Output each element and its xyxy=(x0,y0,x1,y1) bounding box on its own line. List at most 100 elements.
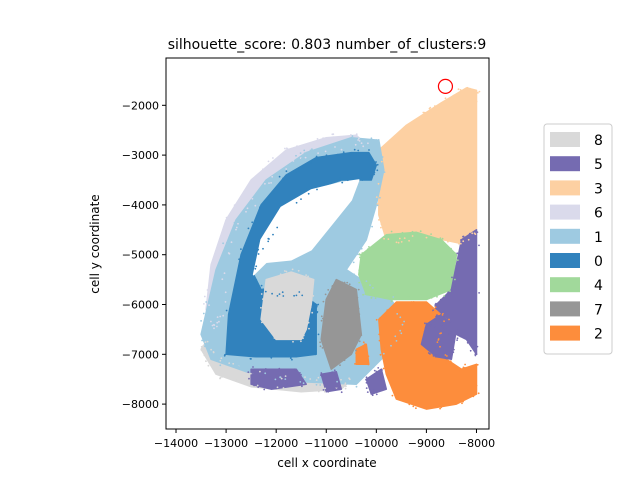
scatter-point xyxy=(443,320,445,323)
scatter-point xyxy=(412,405,415,408)
scatter-point xyxy=(446,355,448,357)
scatter-point xyxy=(211,324,214,327)
scatter-point xyxy=(358,253,361,256)
scatter-point xyxy=(304,327,307,330)
scatter-point xyxy=(355,133,358,136)
scatter-point xyxy=(238,258,241,261)
scatter-point xyxy=(367,142,369,145)
scatter-point xyxy=(291,337,294,340)
scatter-point xyxy=(432,319,435,322)
scatter-point xyxy=(276,295,279,297)
scatter-point xyxy=(203,350,206,353)
scatter-point xyxy=(474,354,477,357)
scatter-point xyxy=(362,341,365,344)
scatter-point xyxy=(411,235,414,237)
scatter-point xyxy=(365,381,368,384)
scatter-point xyxy=(257,248,260,251)
scatter-point xyxy=(383,315,386,317)
highlight-marker xyxy=(437,78,454,94)
scatter-point xyxy=(276,386,279,389)
scatter-point xyxy=(444,319,447,322)
scatter-point xyxy=(391,394,394,397)
scatter-point xyxy=(330,365,332,368)
scatter-point xyxy=(454,367,457,370)
cluster-8-white-void-region-5 xyxy=(252,179,360,276)
scatter-point xyxy=(439,237,442,240)
scatter-point xyxy=(368,149,370,151)
scatter-point xyxy=(390,140,393,142)
scatter-point xyxy=(320,374,322,376)
scatter-point xyxy=(456,339,458,341)
scatter-point xyxy=(219,364,222,367)
scatter-point xyxy=(362,347,364,349)
cluster-7-region-7 xyxy=(320,278,363,370)
scatter-point xyxy=(435,405,438,407)
scatter-point xyxy=(346,281,349,284)
scatter-point xyxy=(395,133,398,136)
scatter-point xyxy=(235,228,237,231)
scatter-point xyxy=(315,386,318,389)
legend-label-7: 7 xyxy=(594,302,603,318)
scatter-point xyxy=(220,357,223,360)
scatter-point xyxy=(262,298,264,300)
scatter-point xyxy=(476,363,479,366)
scatter-point xyxy=(224,291,227,294)
scatter-point xyxy=(207,364,210,367)
scatter-point xyxy=(356,348,359,351)
scatter-point xyxy=(295,154,297,157)
scatter-point xyxy=(436,295,438,298)
scatter-point xyxy=(310,161,312,164)
scatter-point xyxy=(319,345,322,348)
scatter-point xyxy=(291,273,294,276)
scatter-point xyxy=(433,404,435,407)
scatter-point xyxy=(285,170,288,173)
scatter-point xyxy=(286,148,289,150)
scatter-point xyxy=(477,392,480,395)
scatter-point xyxy=(267,160,270,163)
scatter-point xyxy=(302,382,305,385)
scatter-point xyxy=(292,160,295,162)
scatter-point xyxy=(362,344,365,347)
scatter-point xyxy=(364,343,366,346)
scatter-point xyxy=(283,178,285,181)
scatter-point xyxy=(473,377,476,380)
scatter-point xyxy=(439,407,441,410)
scatter-point xyxy=(382,341,385,344)
x-axis: −14000 −13000 −12000 −11000 −10000 −9000 −8000 xyxy=(154,429,495,450)
scatter-point xyxy=(450,331,452,334)
scatter-point xyxy=(447,240,449,243)
scatter-point xyxy=(327,390,330,392)
scatter-point xyxy=(383,382,385,384)
scatter-point xyxy=(471,341,474,344)
scatter-point xyxy=(427,233,430,236)
scatter-point xyxy=(228,319,231,322)
scatter-point xyxy=(335,378,338,381)
scatter-point xyxy=(322,137,324,140)
scatter-point xyxy=(357,149,360,152)
legend: 8 5 3 6 1 0 4 7 2 xyxy=(543,123,613,355)
scatter-point xyxy=(230,241,233,244)
scatter-point xyxy=(391,383,394,385)
scatter-point xyxy=(317,390,320,393)
scatter-point xyxy=(434,355,437,358)
scatter-point xyxy=(381,221,384,224)
scatter-point xyxy=(262,247,264,250)
scatter-point xyxy=(381,386,384,389)
scatter-point xyxy=(362,293,364,296)
scatter-point xyxy=(210,348,213,351)
scatter-point xyxy=(304,156,307,159)
scatter-point xyxy=(378,333,381,336)
scatter-point xyxy=(259,206,261,209)
scatter-point xyxy=(203,295,206,298)
scatter-point xyxy=(240,248,242,251)
scatter-point xyxy=(335,362,338,365)
scatter-point xyxy=(400,241,403,243)
scatter-point xyxy=(313,150,315,153)
scatter-point xyxy=(249,357,252,360)
scatter-point xyxy=(443,316,445,318)
scatter-point xyxy=(211,358,214,360)
scatter-point xyxy=(323,390,326,393)
scatter-point xyxy=(339,386,341,389)
scatter-point xyxy=(264,182,266,185)
legend-swatch-1 xyxy=(550,228,580,244)
